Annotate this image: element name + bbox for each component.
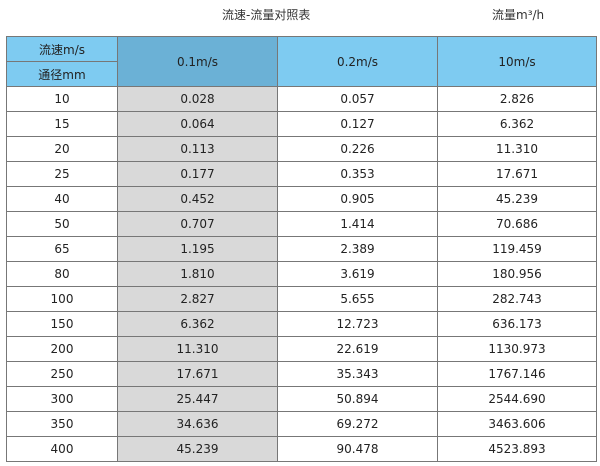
flow-cell: 35.343 xyxy=(277,361,438,387)
flow-cell: 2.826 xyxy=(437,86,597,112)
flow-cell: 70.686 xyxy=(437,211,597,237)
diameter-cell: 250 xyxy=(6,361,118,387)
table-row: 40 0.452 0.905 45.239 xyxy=(6,186,597,212)
flow-cell: 0.127 xyxy=(277,111,438,137)
flow-cell: 0.452 xyxy=(117,186,278,212)
table-row: 100 2.827 5.655 282.743 xyxy=(6,286,597,312)
flow-cell: 0.177 xyxy=(117,161,278,187)
diameter-cell: 100 xyxy=(6,286,118,312)
flow-cell: 180.956 xyxy=(437,261,597,287)
flow-cell: 11.310 xyxy=(117,336,278,362)
flow-cell: 17.671 xyxy=(117,361,278,387)
flow-cell: 636.173 xyxy=(437,311,597,337)
flow-cell: 0.057 xyxy=(277,86,438,112)
flow-cell: 3463.606 xyxy=(437,411,597,437)
table-row: 15 0.064 0.127 6.362 xyxy=(6,111,597,137)
col-header-0.2: 0.2m/s xyxy=(277,36,438,87)
table-row: 50 0.707 1.414 70.686 xyxy=(6,211,597,237)
diameter-cell: 10 xyxy=(6,86,118,112)
flow-cell: 6.362 xyxy=(117,311,278,337)
table-row: 250 17.671 35.343 1767.146 xyxy=(6,361,597,387)
flow-cell: 90.478 xyxy=(277,436,438,462)
flow-cell: 0.028 xyxy=(117,86,278,112)
flow-cell: 25.447 xyxy=(117,386,278,412)
flow-cell: 45.239 xyxy=(117,436,278,462)
flow-cell: 5.655 xyxy=(277,286,438,312)
flow-cell: 1.810 xyxy=(117,261,278,287)
table-row: 80 1.810 3.619 180.956 xyxy=(6,261,597,287)
diameter-cell: 150 xyxy=(6,311,118,337)
flow-cell: 0.353 xyxy=(277,161,438,187)
flow-cell: 0.064 xyxy=(117,111,278,137)
flow-cell: 6.362 xyxy=(437,111,597,137)
flow-cell: 50.894 xyxy=(277,386,438,412)
flow-cell: 45.239 xyxy=(437,186,597,212)
diameter-cell: 80 xyxy=(6,261,118,287)
flow-cell: 12.723 xyxy=(277,311,438,337)
flow-cell: 1767.146 xyxy=(437,361,597,387)
flow-cell: 17.671 xyxy=(437,161,597,187)
velocity-header: 流速m/s xyxy=(6,36,118,62)
diameter-cell: 25 xyxy=(6,161,118,187)
table-row: 65 1.195 2.389 119.459 xyxy=(6,236,597,262)
table-row: 25 0.177 0.353 17.671 xyxy=(6,161,597,187)
table-row: 150 6.362 12.723 636.173 xyxy=(6,311,597,337)
flow-cell: 0.905 xyxy=(277,186,438,212)
flow-cell: 0.707 xyxy=(117,211,278,237)
diameter-cell: 15 xyxy=(6,111,118,137)
col-header-0.1: 0.1m/s xyxy=(117,36,278,87)
flow-cell: 0.113 xyxy=(117,136,278,162)
table-row: 20 0.113 0.226 11.310 xyxy=(6,136,597,162)
flow-cell: 3.619 xyxy=(277,261,438,287)
table-title: 流速-流量对照表 xyxy=(222,8,311,22)
flow-cell: 1.195 xyxy=(117,236,278,262)
flow-cell: 22.619 xyxy=(277,336,438,362)
flow-cell: 2544.690 xyxy=(437,386,597,412)
table-row: 400 45.239 90.478 4523.893 xyxy=(6,436,597,462)
diameter-cell: 200 xyxy=(6,336,118,362)
table-row: 350 34.636 69.272 3463.606 xyxy=(6,411,597,437)
diameter-header: 通径mm xyxy=(6,61,118,87)
flow-cell: 2.389 xyxy=(277,236,438,262)
flow-cell: 4523.893 xyxy=(437,436,597,462)
flow-table: 流速m/s 0.1m/s 0.2m/s 10m/s 通径mm 10 0.028 0.… xyxy=(6,36,597,462)
flow-cell: 119.459 xyxy=(437,236,597,262)
diameter-cell: 20 xyxy=(6,136,118,162)
flow-cell: 1.414 xyxy=(277,211,438,237)
diameter-cell: 40 xyxy=(6,186,118,212)
diameter-cell: 400 xyxy=(6,436,118,462)
diameter-cell: 65 xyxy=(6,236,118,262)
diameter-cell: 50 xyxy=(6,211,118,237)
table-row: 300 25.447 50.894 2544.690 xyxy=(6,386,597,412)
flow-cell: 11.310 xyxy=(437,136,597,162)
table-row: 10 0.028 0.057 2.826 xyxy=(6,86,597,112)
table-row: 200 11.310 22.619 1130.973 xyxy=(6,336,597,362)
diameter-cell: 300 xyxy=(6,386,118,412)
flow-cell: 34.636 xyxy=(117,411,278,437)
diameter-cell: 350 xyxy=(6,411,118,437)
col-header-10: 10m/s xyxy=(437,36,597,87)
flow-cell: 69.272 xyxy=(277,411,438,437)
flow-cell: 2.827 xyxy=(117,286,278,312)
flow-cell: 1130.973 xyxy=(437,336,597,362)
flow-cell: 0.226 xyxy=(277,136,438,162)
unit-label: 流量m³/h xyxy=(492,8,545,22)
flow-cell: 282.743 xyxy=(437,286,597,312)
